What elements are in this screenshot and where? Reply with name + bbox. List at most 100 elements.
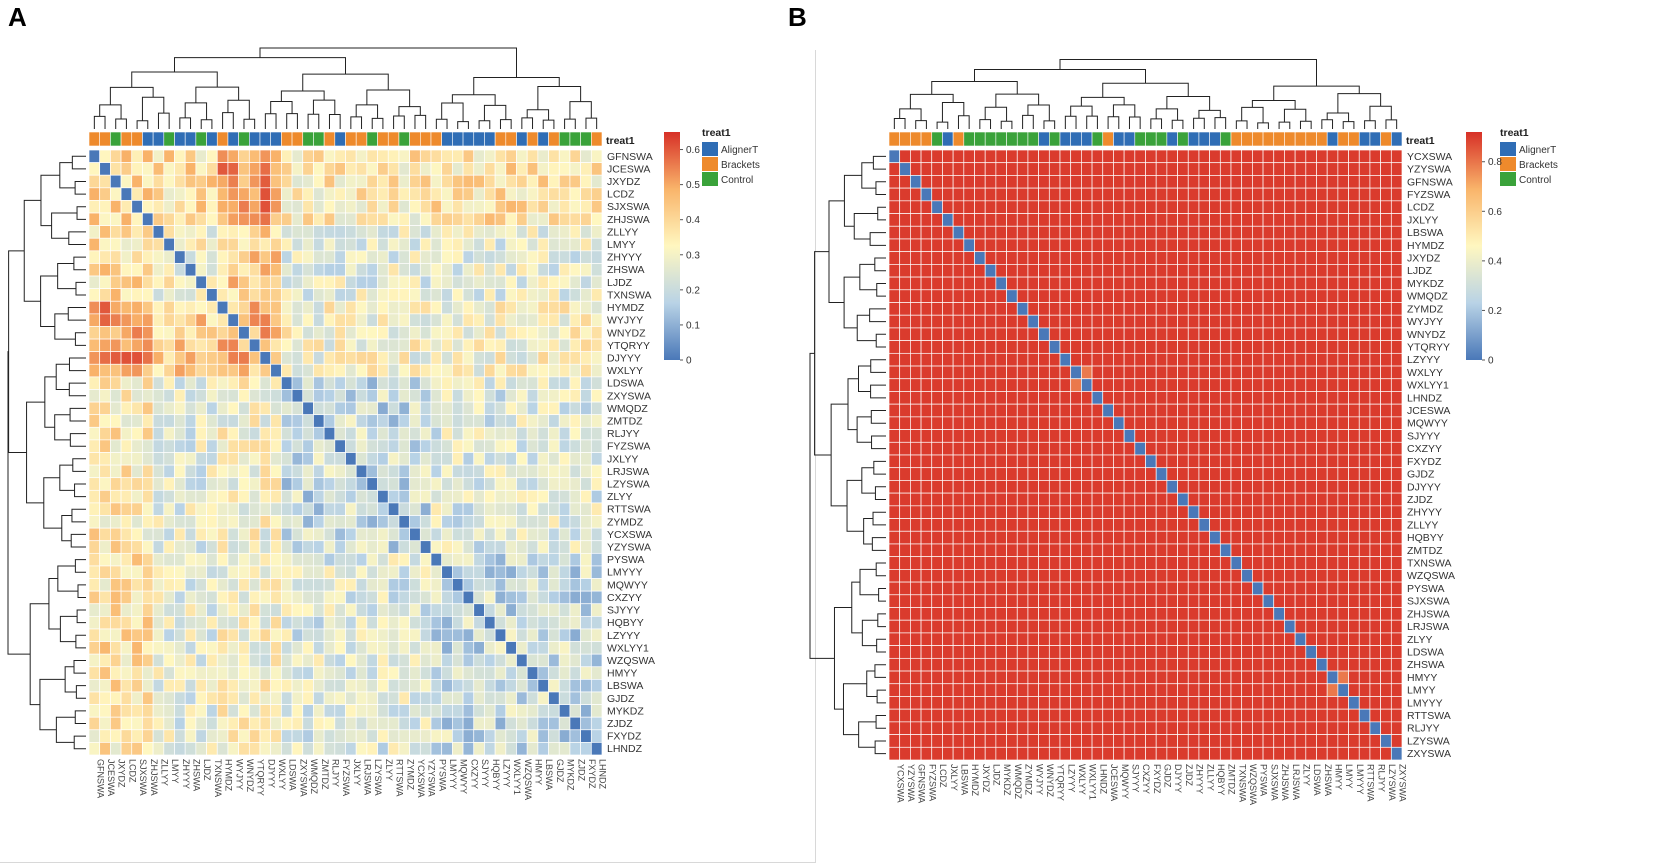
heatmap-cell — [1113, 670, 1125, 685]
heatmap-cell — [1006, 607, 1018, 621]
heatmap-cell — [1027, 149, 1039, 164]
heatmap-cell — [569, 477, 581, 491]
heatmap-cell — [334, 326, 346, 340]
heatmap-cell — [920, 213, 933, 227]
heatmap-cell — [270, 653, 282, 668]
heatmap-cell — [537, 590, 549, 605]
heatmap-cell — [216, 653, 229, 668]
heatmap-cell — [537, 603, 549, 617]
heatmap-cell — [899, 480, 911, 494]
heatmap-cell — [1027, 708, 1039, 723]
heatmap-cell — [888, 530, 901, 545]
heatmap-cell — [516, 578, 528, 592]
heatmap-cell — [1059, 746, 1072, 761]
heatmap-cell — [1316, 200, 1328, 214]
heatmap-cell — [484, 565, 496, 579]
heatmap-cell — [462, 729, 475, 743]
heatmap-cell — [1016, 187, 1029, 202]
heatmap-cell — [1209, 518, 1221, 532]
heatmap-cell — [1369, 391, 1381, 405]
heatmap-cell — [580, 578, 592, 592]
heatmap-cell — [1091, 492, 1104, 507]
heatmap-cell — [163, 552, 175, 567]
heatmap-cell — [974, 378, 986, 392]
heatmap-cell — [302, 237, 314, 252]
heatmap-cell — [494, 742, 507, 756]
heatmap-cell — [142, 250, 154, 264]
heatmap-cell — [1273, 632, 1285, 646]
heatmap-cell — [473, 464, 485, 479]
heatmap-cell — [1284, 187, 1296, 202]
heatmap-cell — [248, 426, 261, 441]
heatmap-cell — [1380, 632, 1392, 646]
heatmap-cell — [174, 552, 186, 567]
column-label: PYSWA — [437, 759, 447, 791]
heatmap-cell — [270, 578, 282, 592]
heatmap-cell — [899, 314, 911, 329]
annotation-cell — [1316, 131, 1328, 147]
heatmap-cell — [377, 389, 389, 403]
heatmap-cell — [505, 275, 517, 289]
heatmap-cell — [942, 543, 954, 558]
heatmap-cell — [1059, 607, 1072, 621]
heatmap-cell — [1326, 352, 1339, 367]
heatmap-cell — [558, 174, 571, 189]
heatmap-cell — [1070, 162, 1082, 176]
heatmap-cell — [984, 467, 997, 481]
heatmap-cell — [920, 251, 933, 265]
heatmap-cell — [1166, 251, 1178, 265]
heatmap-cell — [88, 628, 101, 642]
heatmap-cell — [1016, 378, 1029, 392]
heatmap-cell — [1187, 391, 1200, 405]
heatmap-cell — [110, 225, 122, 239]
heatmap-cell — [430, 263, 443, 277]
heatmap-cell — [387, 565, 400, 579]
heatmap-cell — [494, 212, 507, 226]
heatmap-cell — [1016, 734, 1029, 748]
dendrogram-branch — [57, 262, 76, 290]
heatmap-cell — [494, 225, 507, 239]
heatmap-cell — [1241, 657, 1253, 672]
heatmap-cell — [99, 653, 111, 668]
heatmap-cell — [548, 565, 560, 579]
heatmap-cell — [270, 603, 282, 617]
row-label: SJXSWA — [607, 201, 650, 213]
heatmap-cell — [174, 628, 186, 642]
heatmap-cell — [974, 187, 986, 202]
heatmap-cell — [1369, 530, 1381, 545]
heatmap-cell — [1145, 683, 1157, 697]
heatmap-cell — [920, 518, 933, 532]
heatmap-cell — [1070, 276, 1082, 291]
heatmap-cell — [942, 441, 954, 456]
heatmap-cell — [1358, 734, 1371, 748]
heatmap-cell — [1123, 530, 1136, 545]
heatmap-cell — [1091, 429, 1104, 443]
heatmap-cell — [569, 578, 581, 592]
heatmap-cell — [1198, 683, 1210, 697]
heatmap-cell — [537, 363, 549, 378]
heatmap-cell — [366, 565, 378, 579]
heatmap-cell — [974, 403, 986, 418]
row-label: HMYY — [607, 668, 637, 680]
heatmap-cell — [1091, 480, 1104, 494]
heatmap-cell — [99, 275, 111, 289]
row-label: FYZSWA — [607, 441, 650, 453]
heatmap-cell — [142, 679, 154, 693]
heatmap-cell — [558, 679, 571, 693]
heatmap-cell — [419, 502, 432, 516]
heatmap-cell — [1358, 314, 1371, 329]
heatmap-cell — [1241, 734, 1253, 748]
heatmap-cell — [206, 477, 218, 491]
heatmap-cell — [1177, 594, 1189, 608]
heatmap-cell — [291, 149, 304, 163]
heatmap-cell — [462, 376, 475, 390]
heatmap-cell — [430, 477, 443, 491]
heatmap-cell — [270, 426, 282, 441]
heatmap-cell — [452, 250, 464, 264]
heatmap-cell — [1102, 505, 1114, 519]
heatmap-cell — [920, 416, 933, 430]
heatmap-cell — [473, 590, 485, 605]
heatmap-cell — [334, 200, 346, 214]
heatmap-cell — [462, 527, 475, 542]
heatmap-cell — [590, 275, 603, 289]
